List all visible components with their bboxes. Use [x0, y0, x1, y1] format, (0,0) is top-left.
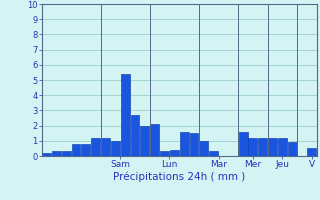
Bar — [199, 141, 208, 156]
Bar — [308, 148, 316, 156]
Bar — [268, 138, 277, 156]
Bar — [42, 153, 51, 156]
Bar — [258, 138, 267, 156]
Bar — [239, 132, 247, 156]
Bar — [52, 151, 61, 156]
Bar — [91, 138, 100, 156]
Bar — [111, 141, 120, 156]
Bar — [278, 138, 287, 156]
Bar — [249, 138, 257, 156]
Bar — [288, 142, 297, 156]
Bar — [101, 138, 110, 156]
Bar — [62, 151, 71, 156]
Bar — [209, 151, 218, 156]
Bar — [150, 124, 159, 156]
Bar — [189, 133, 198, 156]
Bar — [140, 126, 149, 156]
Bar — [180, 132, 188, 156]
Bar — [81, 144, 90, 156]
Bar — [121, 74, 130, 156]
Bar — [170, 150, 179, 156]
Bar — [131, 115, 140, 156]
Bar — [160, 151, 169, 156]
Bar — [72, 144, 80, 156]
X-axis label: Précipitations 24h ( mm ): Précipitations 24h ( mm ) — [113, 172, 245, 182]
